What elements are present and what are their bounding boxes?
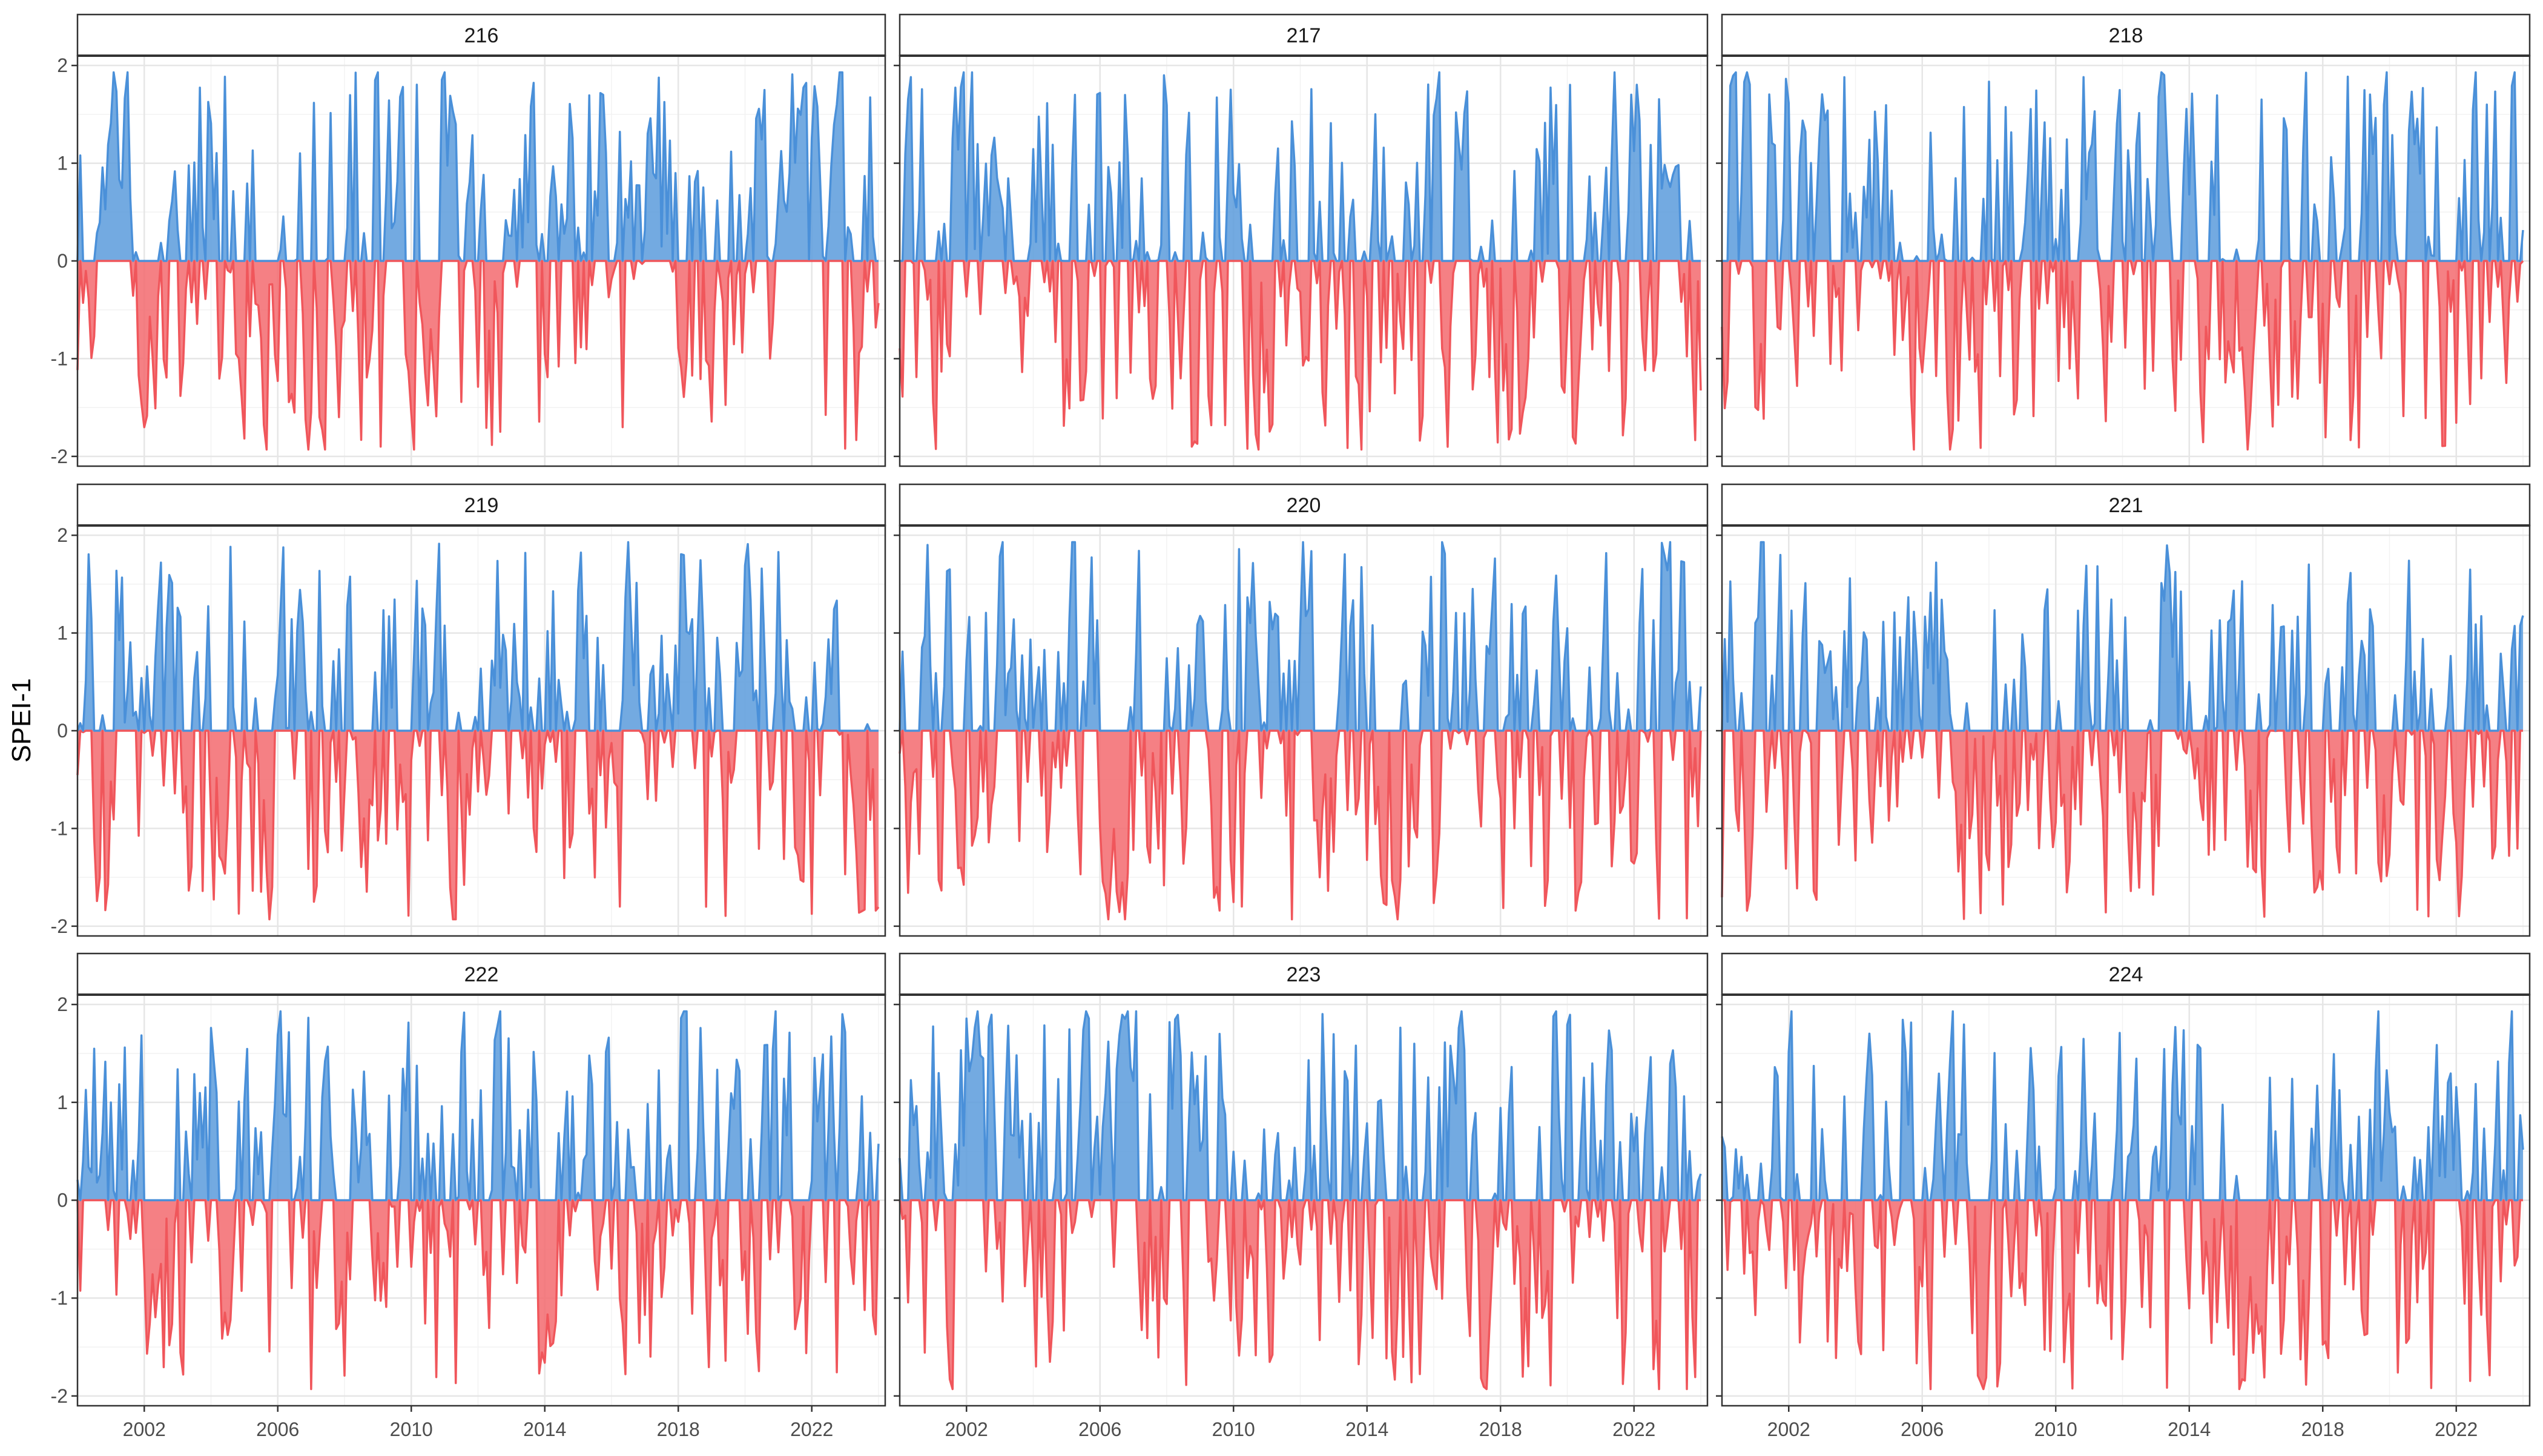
negative-line xyxy=(899,730,1702,921)
negative-line xyxy=(1721,260,2524,451)
positive-area xyxy=(78,72,879,261)
y-tick-label: 2 xyxy=(57,524,68,546)
x-tick-label: 2014 xyxy=(1345,1418,1388,1440)
facet-strip xyxy=(76,13,886,57)
y-tick-label: -2 xyxy=(51,915,68,937)
facet-panel-221: 221 xyxy=(1716,483,2531,937)
positive-line xyxy=(76,1010,880,1202)
x-tick-label: 2006 xyxy=(256,1418,299,1440)
facet-panel-218: 218 xyxy=(1716,13,2531,467)
positive-area xyxy=(1722,1011,2523,1201)
facet-strip xyxy=(76,483,886,527)
positive-line xyxy=(1722,71,2524,262)
y-tick-label: 1 xyxy=(57,1092,68,1113)
y-tick-label: 2 xyxy=(57,54,68,76)
x-tick-label: 2002 xyxy=(123,1418,166,1440)
facet-label: 218 xyxy=(2109,24,2143,47)
facet-panel-216: 216 -2 -1 0 1 2 xyxy=(51,13,886,467)
facet-panel-224: 224 2002 2006 2010 2014 2018 2022 xyxy=(1716,952,2531,1440)
positive-area xyxy=(1722,542,2523,731)
x-tick-label: 2014 xyxy=(523,1418,566,1440)
facet-panel-217: 217 xyxy=(894,13,1709,467)
facet-label: 222 xyxy=(464,963,499,986)
facet-strip xyxy=(1721,952,2531,996)
facet-label: 221 xyxy=(2109,494,2143,517)
facet-label: 223 xyxy=(1287,963,1321,986)
facet-panel-222: 222 -2 -1 0 1 2 2002 2006 2010 2014 2018 2022 xyxy=(51,952,886,1440)
positive-line xyxy=(1721,541,2524,732)
negative-area xyxy=(900,731,1701,920)
negative-line xyxy=(1722,1199,2523,1391)
y-tick-label: 0 xyxy=(57,1190,68,1211)
y-tick-label: 1 xyxy=(57,153,68,174)
facet-strip xyxy=(899,952,1709,996)
facet-label: 217 xyxy=(1287,24,1321,47)
x-tick-label: 2018 xyxy=(1479,1418,1522,1440)
positive-line xyxy=(899,541,1702,732)
x-tick-label: 2010 xyxy=(1212,1418,1255,1440)
x-tick-label: 2018 xyxy=(2301,1418,2344,1440)
x-tick-label: 2006 xyxy=(1901,1418,1944,1440)
x-tick-label: 2022 xyxy=(1612,1418,1655,1440)
positive-line xyxy=(76,71,879,262)
facet-panel-220: 220 xyxy=(894,483,1709,937)
y-tick-label: 1 xyxy=(57,622,68,644)
x-tick-label: 2018 xyxy=(657,1418,700,1440)
x-tick-label: 2010 xyxy=(2034,1418,2077,1440)
x-tick-label: 2002 xyxy=(945,1418,988,1440)
facet-label: 224 xyxy=(2109,963,2143,986)
negative-line xyxy=(76,730,880,921)
negative-line xyxy=(76,260,880,451)
facet-panel-223: 223 2002 2006 2010 2014 2018 2022 xyxy=(894,952,1709,1440)
y-tick-label: -1 xyxy=(51,817,68,839)
facet-strip xyxy=(76,952,886,996)
facet-label: 216 xyxy=(464,24,499,47)
facet-strip xyxy=(1721,483,2531,527)
positive-line xyxy=(899,1010,1702,1202)
positive-area xyxy=(900,1011,1701,1201)
negative-line xyxy=(899,260,1702,451)
y-tick-label: 2 xyxy=(57,993,68,1015)
y-tick-label: 0 xyxy=(57,720,68,742)
negative-area xyxy=(78,1200,879,1389)
y-axis-title: SPEI-1 xyxy=(7,678,36,762)
x-tick-label: 2002 xyxy=(1767,1418,1810,1440)
y-tick-label: -1 xyxy=(51,348,68,369)
y-tick-label: 0 xyxy=(57,250,68,272)
positive-line xyxy=(76,541,879,732)
x-tick-label: 2022 xyxy=(790,1418,833,1440)
facet-label: 220 xyxy=(1287,494,1321,517)
x-tick-label: 2010 xyxy=(390,1418,433,1440)
x-tick-label: 2006 xyxy=(1078,1418,1121,1440)
facet-strip xyxy=(1721,13,2531,57)
x-tick-label: 2022 xyxy=(2435,1418,2478,1440)
facet-label: 219 xyxy=(464,494,499,517)
y-tick-label: -2 xyxy=(51,1385,68,1407)
facet-strip xyxy=(899,483,1709,527)
negative-line xyxy=(899,1199,1701,1391)
negative-area xyxy=(1722,261,2523,450)
x-tick-label: 2014 xyxy=(2168,1418,2211,1440)
y-tick-label: -2 xyxy=(51,446,68,467)
facet-panel-219: 219 -2 -1 0 1 2 xyxy=(51,483,886,937)
y-tick-label: -1 xyxy=(51,1287,68,1309)
negative-line xyxy=(1721,730,2523,920)
positive-line xyxy=(1721,1010,2524,1202)
positive-line xyxy=(900,71,1701,262)
